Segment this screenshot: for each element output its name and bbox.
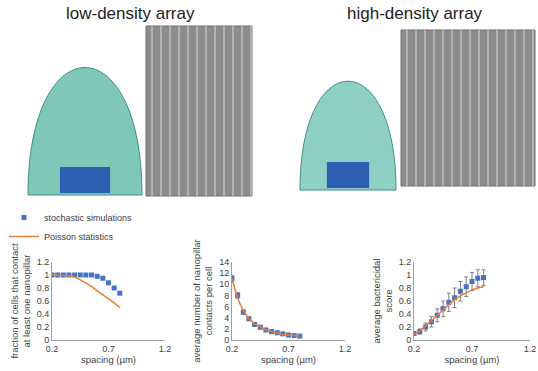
svg-text:low-density array: low-density array — [66, 4, 195, 23]
svg-text:0: 0 — [406, 335, 411, 345]
svg-text:0.6: 0.6 — [37, 296, 50, 306]
svg-text:6: 6 — [224, 302, 229, 312]
svg-text:2: 2 — [224, 324, 229, 334]
svg-text:0.8: 0.8 — [399, 283, 412, 293]
svg-text:14: 14 — [219, 257, 229, 267]
svg-text:0.4: 0.4 — [37, 309, 50, 319]
svg-text:0.2: 0.2 — [399, 322, 412, 332]
svg-text:stochastic simulations: stochastic simulations — [44, 213, 132, 223]
svg-text:1: 1 — [44, 270, 49, 280]
svg-text:4: 4 — [224, 313, 229, 323]
svg-text:high-density array: high-density array — [347, 4, 483, 23]
svg-text:8: 8 — [224, 291, 229, 301]
svg-text:1: 1 — [406, 270, 411, 280]
svg-text:0.2: 0.2 — [408, 344, 421, 354]
svg-text:average number of nanopillarco: average number of nanopillarcontacts per… — [191, 239, 214, 363]
svg-text:0.4: 0.4 — [399, 309, 412, 319]
svg-text:spacing (µm): spacing (µm) — [444, 354, 499, 365]
svg-text:fraction of cells that contact: fraction of cells that contactat least o… — [9, 243, 32, 358]
svg-text:0.7: 0.7 — [466, 344, 479, 354]
svg-text:0: 0 — [44, 335, 49, 345]
svg-text:1.2: 1.2 — [399, 257, 412, 267]
svg-text:0.8: 0.8 — [37, 283, 50, 293]
svg-text:0.2: 0.2 — [226, 344, 239, 354]
svg-text:0: 0 — [224, 335, 229, 345]
svg-text:10: 10 — [219, 279, 229, 289]
svg-text:1.2: 1.2 — [37, 257, 50, 267]
svg-text:spacing (µm): spacing (µm) — [81, 354, 136, 365]
svg-text:1.2: 1.2 — [524, 344, 537, 354]
svg-text:0.2: 0.2 — [37, 322, 50, 332]
svg-text:12: 12 — [219, 268, 229, 278]
svg-text:1.2: 1.2 — [339, 344, 352, 354]
svg-text:0.6: 0.6 — [399, 296, 412, 306]
svg-text:1.2: 1.2 — [159, 344, 172, 354]
svg-text:average bactericidalscore: average bactericidalscore — [371, 258, 394, 343]
svg-text:0.7: 0.7 — [282, 344, 295, 354]
svg-text:Poisson statistics: Poisson statistics — [44, 232, 114, 242]
svg-text:spacing (µm): spacing (µm) — [261, 354, 316, 365]
svg-text:0.2: 0.2 — [46, 344, 59, 354]
svg-text:0.7: 0.7 — [102, 344, 115, 354]
